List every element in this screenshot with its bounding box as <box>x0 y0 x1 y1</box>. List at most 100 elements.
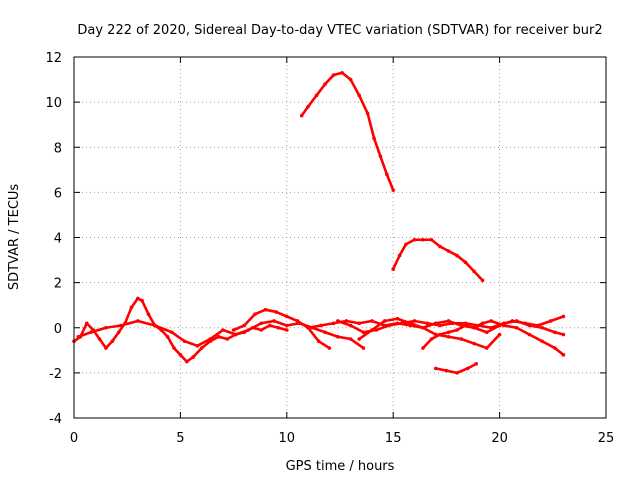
data-point <box>104 346 108 350</box>
data-point <box>195 344 200 348</box>
series-line <box>357 317 501 350</box>
data-point <box>323 330 327 335</box>
data-point <box>314 93 319 98</box>
data-point <box>540 339 544 344</box>
data-point <box>561 314 566 319</box>
data-point <box>285 323 289 328</box>
data-point <box>365 111 370 116</box>
data-point <box>370 319 374 323</box>
data-point <box>221 328 225 332</box>
data-point <box>485 346 489 350</box>
data-point <box>357 337 361 341</box>
data-point <box>208 337 212 341</box>
data-point <box>489 325 493 330</box>
series-arc-7 <box>336 319 566 337</box>
data-point <box>395 316 400 321</box>
y-tick-label: 12 <box>45 51 62 66</box>
data-point <box>412 237 417 242</box>
data-point <box>165 334 170 339</box>
data-point <box>110 339 115 344</box>
data-point <box>344 319 349 323</box>
data-point <box>465 366 470 371</box>
data-point <box>327 346 332 350</box>
data-point <box>421 237 425 242</box>
data-point <box>421 346 425 350</box>
data-point <box>480 278 485 283</box>
data-point <box>267 323 272 328</box>
data-point <box>480 321 485 326</box>
data-point <box>372 136 376 141</box>
data-point <box>540 325 544 330</box>
data-point <box>242 323 247 328</box>
data-point <box>438 323 442 328</box>
data-point <box>459 337 464 341</box>
y-tick-label: 6 <box>54 186 62 201</box>
data-point <box>357 321 361 326</box>
data-point <box>412 319 417 323</box>
data-point <box>382 319 387 323</box>
data-point <box>336 319 340 323</box>
y-tick-label: 4 <box>54 232 62 247</box>
data-point <box>527 323 532 328</box>
data-point <box>553 330 557 335</box>
x-tick-label: 20 <box>491 431 508 446</box>
data-point <box>391 267 396 271</box>
data-point <box>76 334 81 339</box>
series-line <box>232 308 331 350</box>
data-point <box>331 321 336 326</box>
data-point <box>370 328 374 332</box>
data-point <box>514 319 519 323</box>
data-point <box>231 328 236 332</box>
data-point <box>233 332 238 337</box>
data-point <box>348 77 353 82</box>
data-point <box>463 260 468 265</box>
data-point <box>348 323 353 328</box>
data-point <box>455 371 459 375</box>
data-point <box>425 321 430 326</box>
data-point <box>182 339 187 344</box>
y-tick-label: 0 <box>54 322 62 337</box>
data-point <box>84 321 89 326</box>
data-point <box>116 330 121 335</box>
data-point <box>399 321 404 326</box>
data-point <box>119 323 123 328</box>
data-point <box>438 332 442 337</box>
data-point <box>136 319 140 323</box>
y-tick-label: -2 <box>49 367 62 382</box>
data-point <box>497 332 502 337</box>
data-point <box>408 321 413 326</box>
x-tick-label: 25 <box>598 431 615 446</box>
y-tick-label: 8 <box>54 141 62 156</box>
data-point <box>225 337 230 341</box>
data-point <box>146 312 151 317</box>
series-line <box>76 319 365 350</box>
data-point <box>259 328 264 332</box>
x-axis-label: GPS time / hours <box>286 459 395 474</box>
data-point <box>295 319 300 323</box>
data-point <box>404 242 408 247</box>
data-point <box>340 70 344 75</box>
data-point <box>199 346 204 350</box>
series-line <box>391 238 484 282</box>
data-point <box>548 319 553 323</box>
series-line <box>72 297 289 363</box>
series-arc-9 <box>421 319 566 357</box>
data-point <box>433 366 438 371</box>
data-point <box>446 334 451 339</box>
data-point <box>421 325 425 330</box>
data-point <box>444 368 449 373</box>
data-point <box>472 325 476 330</box>
series-arc-1 <box>72 296 289 364</box>
data-point <box>306 325 310 330</box>
data-point <box>378 154 383 159</box>
data-point <box>319 323 323 328</box>
data-point <box>323 82 327 86</box>
data-point <box>263 307 268 312</box>
data-point <box>191 355 195 359</box>
data-point <box>285 328 289 332</box>
data-point <box>446 319 451 323</box>
ticks: 0 5 10 15 20 25 -4 -2 0 2 4 6 8 10 12 <box>45 51 614 446</box>
data-point <box>246 328 251 332</box>
data-point <box>489 319 493 323</box>
data-point <box>272 319 276 323</box>
